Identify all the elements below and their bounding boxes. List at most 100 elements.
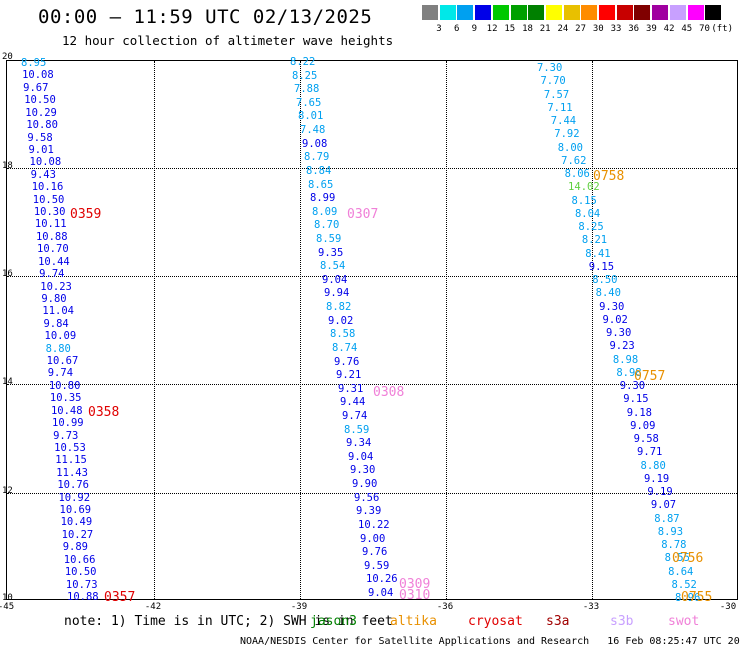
wave-height-value: 10.53 bbox=[54, 441, 86, 454]
wave-height-value: 7.11 bbox=[547, 101, 573, 114]
wave-height-value: 7.48 bbox=[300, 124, 326, 137]
wave-height-value: 7.70 bbox=[540, 75, 566, 88]
wave-height-value: 10.67 bbox=[46, 355, 79, 368]
gridline-vertical bbox=[592, 61, 593, 599]
scale-swatch bbox=[563, 5, 580, 20]
wave-height-value: 9.02 bbox=[602, 313, 628, 326]
scale-label: 9 bbox=[471, 24, 478, 34]
wave-height-value: 8.41 bbox=[585, 247, 611, 260]
wave-height-value: 7.57 bbox=[543, 88, 570, 101]
wave-height-value: 8.09 bbox=[312, 205, 338, 218]
scale-swatch bbox=[528, 5, 545, 20]
gridline-vertical bbox=[446, 61, 447, 599]
pass-time-label: 0308 bbox=[373, 385, 405, 400]
wave-height-value: 9.18 bbox=[626, 406, 652, 419]
x-tick-label: -42 bbox=[144, 602, 162, 612]
y-tick-label: 20 bbox=[2, 52, 13, 62]
wave-height-value: 10.08 bbox=[22, 69, 54, 82]
wave-height-value: 8.58 bbox=[330, 328, 356, 341]
scale-swatch bbox=[652, 5, 669, 20]
y-tick-label: 16 bbox=[2, 269, 13, 279]
map-plot-area bbox=[6, 60, 738, 600]
wave-height-value: 10.49 bbox=[60, 516, 93, 529]
wave-height-value: 10.29 bbox=[25, 106, 57, 119]
scale-swatch bbox=[687, 5, 704, 20]
pass-time-label: 0359 bbox=[70, 207, 102, 222]
y-tick-label: 18 bbox=[2, 161, 13, 171]
scale-label: 24 bbox=[557, 24, 569, 34]
scale-swatch bbox=[669, 5, 686, 20]
page-subtitle: 12 hour collection of altimeter wave hei… bbox=[62, 33, 394, 48]
wave-height-value: 8.55 bbox=[664, 552, 690, 565]
pass-time-label: 0358 bbox=[88, 405, 120, 420]
satellite-legend-item: altika bbox=[390, 614, 437, 629]
scale-label: (ft) bbox=[711, 24, 734, 34]
wave-height-value: 9.30 bbox=[619, 380, 646, 392]
wave-height-value: 9.43 bbox=[30, 168, 56, 181]
scale-label: 30 bbox=[592, 24, 604, 34]
wave-height-value: 10.23 bbox=[40, 280, 72, 293]
wave-height-value: 10.88 bbox=[35, 230, 68, 243]
scale-swatch bbox=[616, 5, 633, 20]
wave-height-value: 10.88 bbox=[67, 591, 99, 603]
pass-time-label: 0755 bbox=[681, 590, 713, 605]
scale-label: 33 bbox=[610, 24, 622, 34]
scale-swatch bbox=[634, 5, 651, 20]
wave-height-value: 9.23 bbox=[609, 340, 635, 353]
wave-height-value: 8.25 bbox=[292, 69, 318, 82]
x-tick-label: -30 bbox=[719, 602, 737, 612]
scale-swatch bbox=[599, 5, 615, 20]
wave-height-value: 8.65 bbox=[308, 178, 334, 191]
wave-height-value: 9.94 bbox=[324, 287, 350, 300]
footer-credit: NOAA/NESDIS Center for Satellite Applica… bbox=[240, 636, 740, 647]
wave-height-value: 9.15 bbox=[623, 393, 649, 406]
scale-label: 6 bbox=[453, 24, 460, 34]
page-title: 00:00 – 11:59 UTC 02/13/2025 bbox=[38, 6, 373, 28]
wave-height-value: 9.74 bbox=[342, 410, 368, 422]
scale-label: 39 bbox=[645, 24, 657, 34]
wave-height-value: 7.30 bbox=[537, 62, 563, 74]
wave-height-value: 9.58 bbox=[27, 131, 53, 144]
wave-height-value: 9.02 bbox=[328, 314, 354, 327]
satellite-legend-item: s3a bbox=[546, 614, 570, 629]
scale-swatch bbox=[492, 5, 509, 20]
wave-height-value: 9.31 bbox=[338, 382, 364, 395]
satellite-legend-item: s3b bbox=[610, 614, 634, 629]
wave-height-value: 8.22 bbox=[290, 56, 316, 68]
wave-height-value: 8.25 bbox=[578, 221, 604, 233]
wave-height-value: 9.59 bbox=[364, 559, 390, 572]
wave-height-value: 8.04 bbox=[574, 207, 601, 220]
pass-time-label: 0307 bbox=[347, 207, 379, 222]
wave-height-value: 9.21 bbox=[336, 369, 362, 382]
wave-height-value: 9.89 bbox=[62, 541, 89, 554]
gridline-horizontal bbox=[7, 276, 737, 277]
satellite-legend-item: jason3 bbox=[310, 614, 357, 629]
wave-height-value: 9.15 bbox=[588, 260, 615, 273]
wave-height-value: 8.74 bbox=[332, 341, 358, 354]
wave-height-value: 7.44 bbox=[550, 115, 577, 127]
wave-height-value: 8.80 bbox=[640, 459, 666, 472]
wave-height-value: 8.21 bbox=[581, 234, 608, 247]
wave-height-value: 10.76 bbox=[57, 479, 89, 492]
wave-height-value: 10.80 bbox=[26, 119, 58, 132]
wave-height-value: 8.40 bbox=[595, 287, 621, 300]
x-tick-label: -33 bbox=[582, 602, 600, 612]
pass-time-label: 0310 bbox=[399, 588, 431, 603]
wave-height-value: 14.02 bbox=[568, 181, 600, 194]
scale-label: 18 bbox=[522, 24, 533, 34]
generated-timestamp: 16 Feb 08:25:47 UTC 2025 bbox=[607, 636, 740, 647]
wave-height-value: 10.08 bbox=[29, 156, 62, 169]
gridline-vertical bbox=[300, 61, 301, 599]
wave-height-value: 9.80 bbox=[41, 292, 67, 305]
scale-label: 36 bbox=[628, 24, 640, 34]
scale-label: 70 bbox=[699, 24, 710, 34]
pass-time-label: 0756 bbox=[672, 551, 704, 566]
wave-height-value: 9.08 bbox=[302, 137, 328, 150]
wave-height-value: 9.04 bbox=[348, 450, 374, 463]
wave-height-value: 10.30 bbox=[33, 206, 66, 219]
scale-label: 21 bbox=[539, 24, 551, 34]
wave-height-value: 9.73 bbox=[53, 429, 79, 442]
wave-height-value: 9.44 bbox=[340, 396, 366, 409]
scale-label: 27 bbox=[575, 24, 587, 34]
wave-height-value: 8.84 bbox=[306, 164, 332, 177]
